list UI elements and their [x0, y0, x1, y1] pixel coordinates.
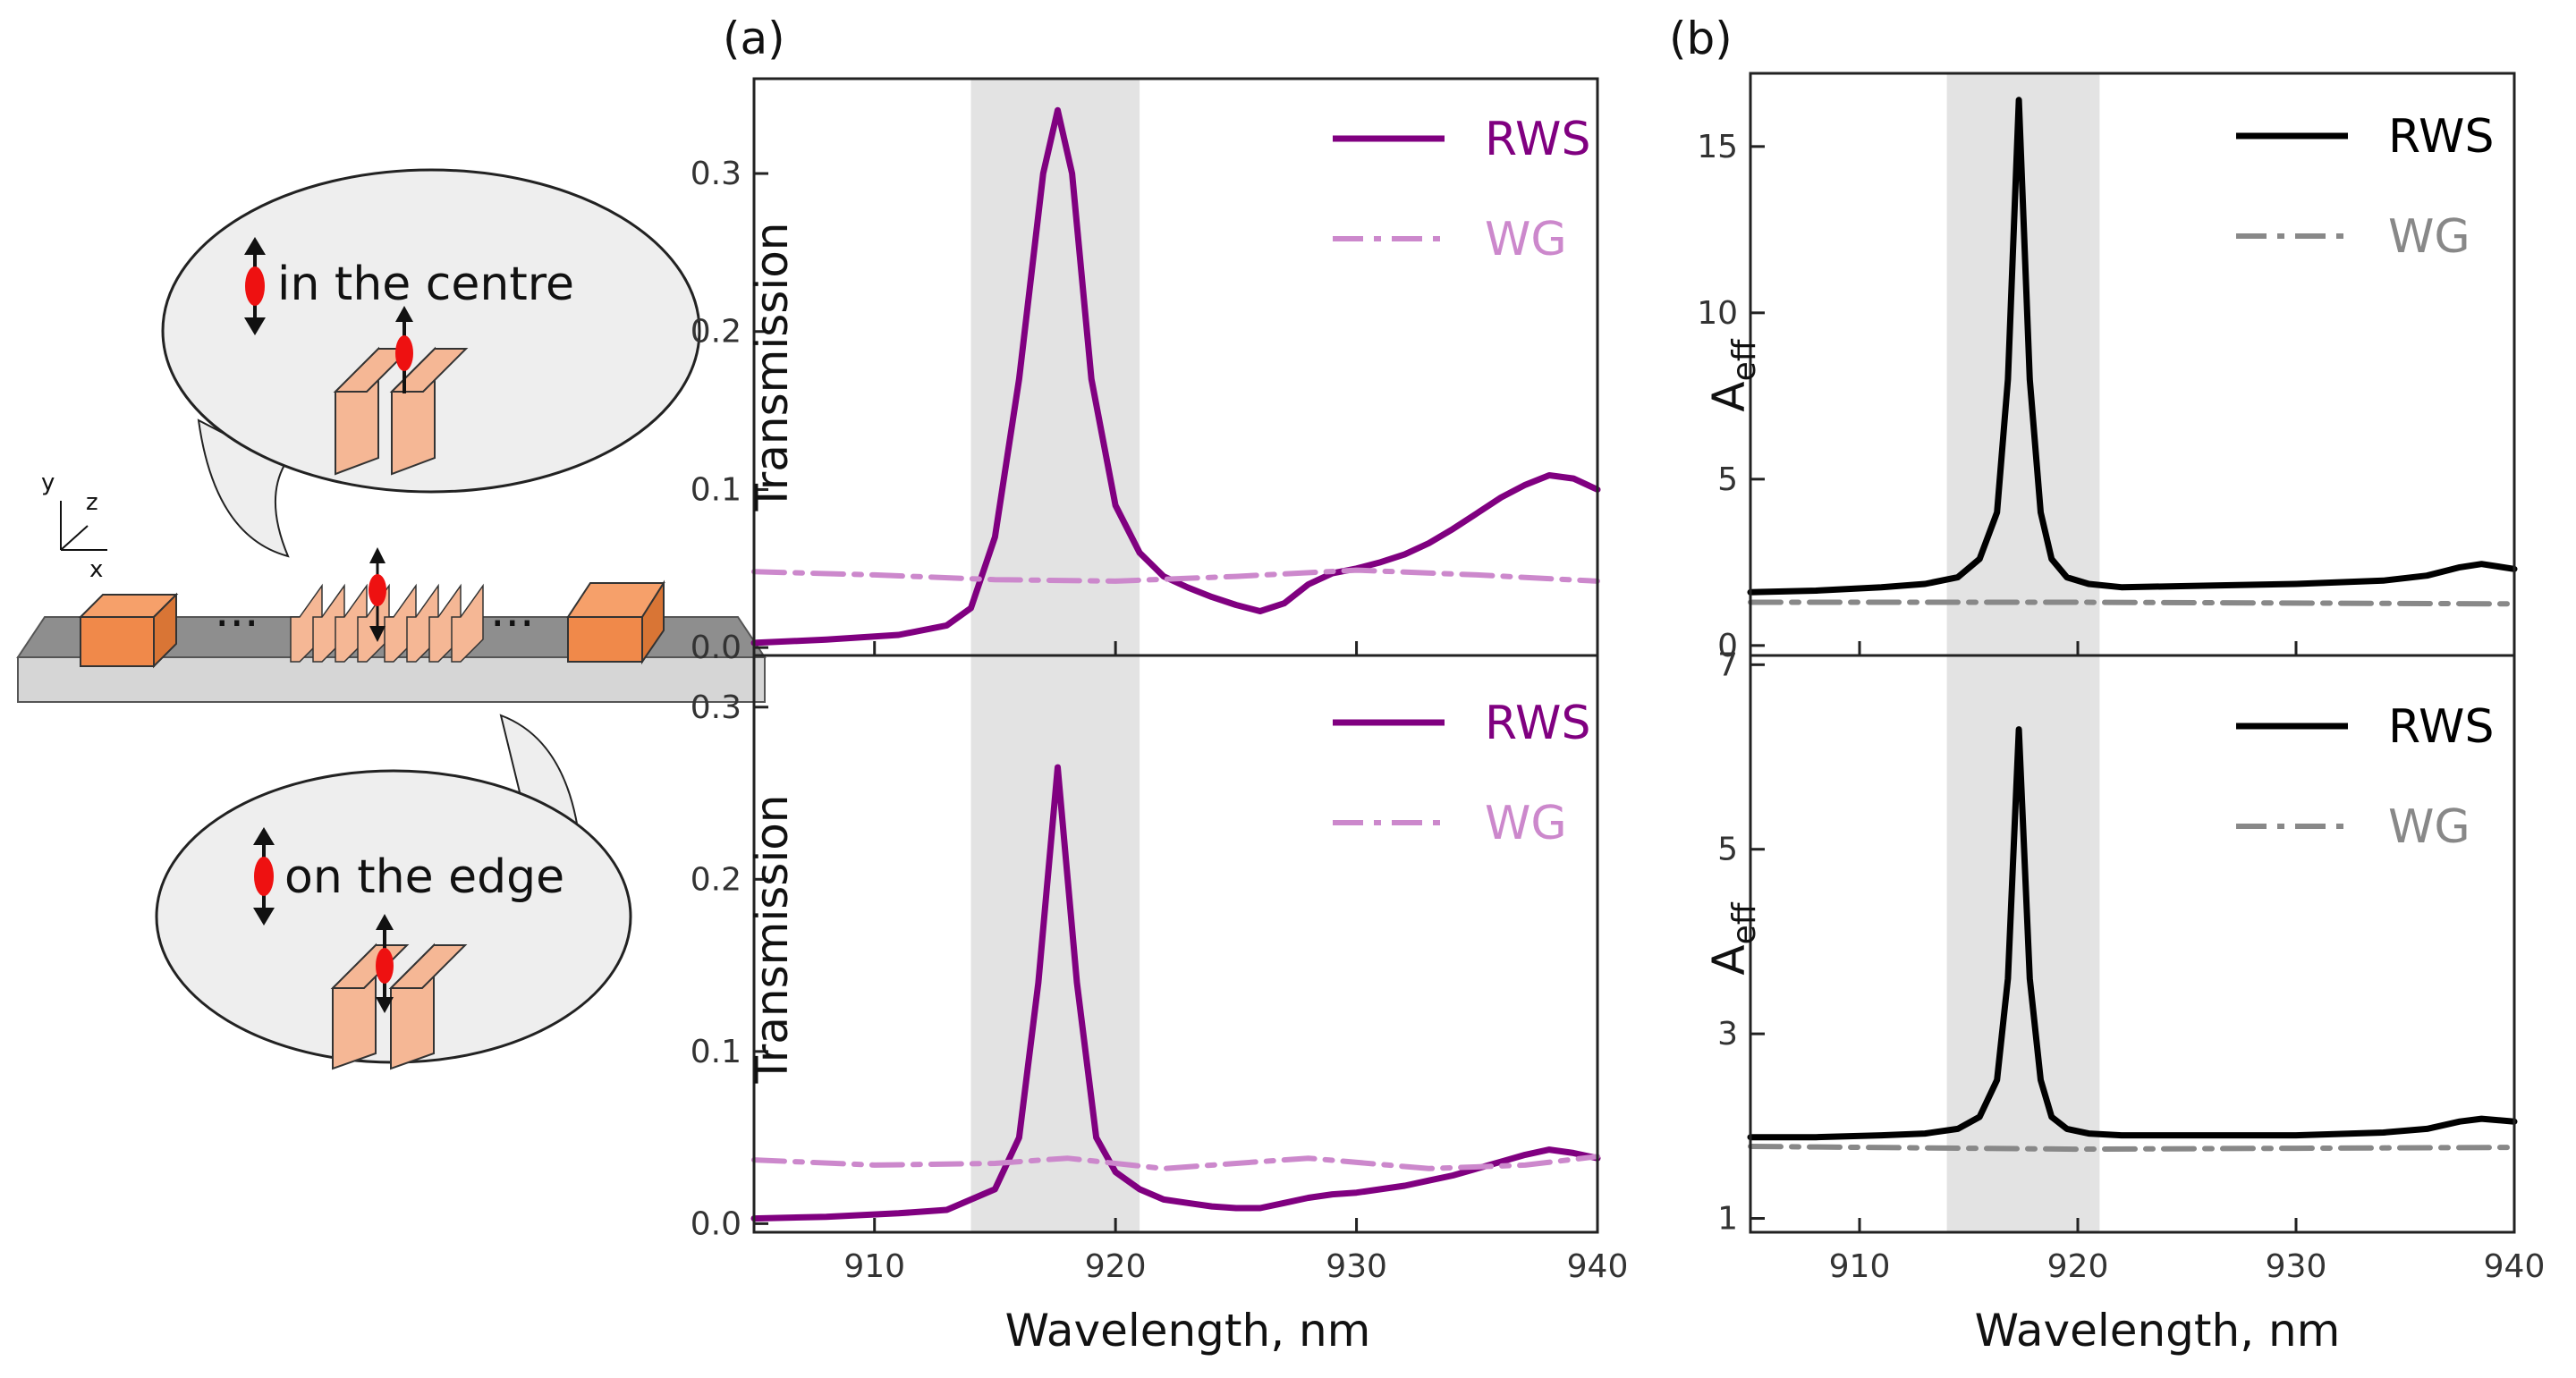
y-tick-label: 0: [1717, 628, 1738, 664]
series-line-rws: [750, 106, 1601, 647]
x-axis-title-b: Wavelength, nm: [1975, 1305, 2341, 1357]
series-line-rws: [1747, 726, 2518, 1141]
y-axis-title-main: Transmission: [746, 223, 798, 512]
x-tick-label: 940: [2484, 1248, 2546, 1285]
series-line-rws: [750, 764, 1601, 1222]
dimer-edge-icon: [330, 914, 468, 1070]
chain-dipole-icon: [369, 547, 386, 642]
chart-b-top: 0 5 10 15 Aeff RWS WG: [1697, 72, 2518, 664]
y-axis-title: Transmission: [746, 795, 798, 1085]
dipole-icon: [244, 237, 266, 335]
x-tick-label: 910: [1829, 1248, 1891, 1285]
y-axis-title-sub: eff: [1726, 338, 1763, 381]
y-axis-title-main: Transmission: [746, 795, 798, 1085]
chart-a-bottom: 0.0 0.1 0.2 0.3 910 920 930 940 Transmission RWS W…: [691, 654, 1629, 1285]
dipole-icon-bottom: [253, 827, 275, 926]
block-left-icon: [78, 592, 179, 669]
series-line-wg: [1748, 1144, 2517, 1153]
panel-label-b: (b): [1669, 13, 1733, 64]
y-tick-label: 0.3: [691, 156, 741, 192]
x-tick-label: 930: [2266, 1248, 2327, 1285]
axis-label-y: y: [41, 469, 55, 496]
dimer-centre-icon: [333, 306, 469, 476]
plot-frame: [752, 654, 1599, 1234]
y-tick-label: 0.2: [691, 314, 741, 351]
axis-label-x: x: [89, 556, 103, 583]
legend: RWS WG: [1333, 697, 1590, 850]
x-tick-label: 920: [2047, 1248, 2109, 1285]
legend: RWS WG: [2236, 700, 2494, 854]
legend-label-rws: RWS: [2388, 110, 2494, 164]
legend-label-wg: WG: [1485, 213, 1567, 266]
bubble-top: [161, 168, 701, 494]
y-tick-label: 0.3: [691, 689, 741, 726]
x-tick-label: 910: [843, 1248, 905, 1285]
y-tick-label: 5: [1717, 461, 1738, 498]
series-line-rws: [1747, 97, 2518, 596]
legend: RWS WG: [1333, 113, 1590, 266]
legend-label-wg: WG: [2388, 210, 2470, 264]
legend-label-wg: WG: [1485, 797, 1567, 850]
legend: RWS WG: [2236, 110, 2494, 264]
y-tick-label: 10: [1697, 295, 1738, 332]
y-axis-title-main: A: [1703, 944, 1755, 975]
y-tick-label: 0.0: [691, 630, 741, 666]
y-tick-label: 1: [1717, 1201, 1738, 1238]
y-tick-label: 5: [1717, 832, 1738, 868]
series-line-wg: [1748, 599, 2517, 607]
y-tick-label: 0.1: [691, 1034, 741, 1070]
coordinate-axes-icon: y z x: [41, 469, 107, 583]
y-tick-label: 0.0: [691, 1205, 741, 1242]
series-line-wg: [751, 1154, 1600, 1171]
resonance-band: [970, 655, 1140, 1232]
bubble-bottom-text: on the edge: [284, 850, 564, 904]
axis-label-z: z: [86, 489, 98, 516]
dots-left: ···: [215, 597, 259, 651]
legend-label-rws: RWS: [2388, 700, 2494, 754]
dots-right: ···: [490, 597, 535, 651]
block-right-icon: [566, 579, 665, 665]
y-axis-title-main: A: [1703, 381, 1755, 411]
bubble-top-text: in the centre: [277, 258, 574, 311]
y-axis-title: Aeff: [1703, 338, 1763, 411]
x-axis-title-a: Wavelength, nm: [1005, 1305, 1371, 1357]
x-tick-label: 940: [1567, 1248, 1629, 1285]
legend-label-wg: WG: [2388, 800, 2470, 854]
y-axis-title: Aeff: [1703, 901, 1763, 975]
plot-frame: [752, 77, 1599, 657]
legend-label-rws: RWS: [1485, 697, 1590, 750]
x-tick-label: 930: [1326, 1248, 1387, 1285]
y-axis-title-sub: eff: [1726, 901, 1763, 944]
schematic: in the centre y z x ···: [16, 168, 767, 1070]
x-tick-label: 920: [1085, 1248, 1147, 1285]
legend-label-rws: RWS: [1485, 113, 1590, 166]
plot-frame: [1749, 654, 2516, 1234]
y-axis-title: Transmission: [746, 223, 798, 512]
resonance-band: [1946, 655, 2100, 1232]
series-line-wg: [751, 567, 1600, 584]
chart-b-bottom: 1 3 5 7 910 920 930 940 Aeff RWS WG: [1703, 647, 2545, 1285]
rws-chain-icon: [290, 583, 484, 663]
y-tick-label: 7: [1717, 647, 1738, 683]
resonance-band: [970, 79, 1140, 655]
panel-label-a: (a): [723, 13, 785, 64]
y-tick-label: 3: [1717, 1016, 1738, 1053]
y-tick-label: 0.2: [691, 861, 741, 898]
y-tick-label: 0.1: [691, 471, 741, 508]
y-tick-label: 15: [1697, 129, 1738, 165]
bubble-top-tail: [197, 418, 290, 558]
